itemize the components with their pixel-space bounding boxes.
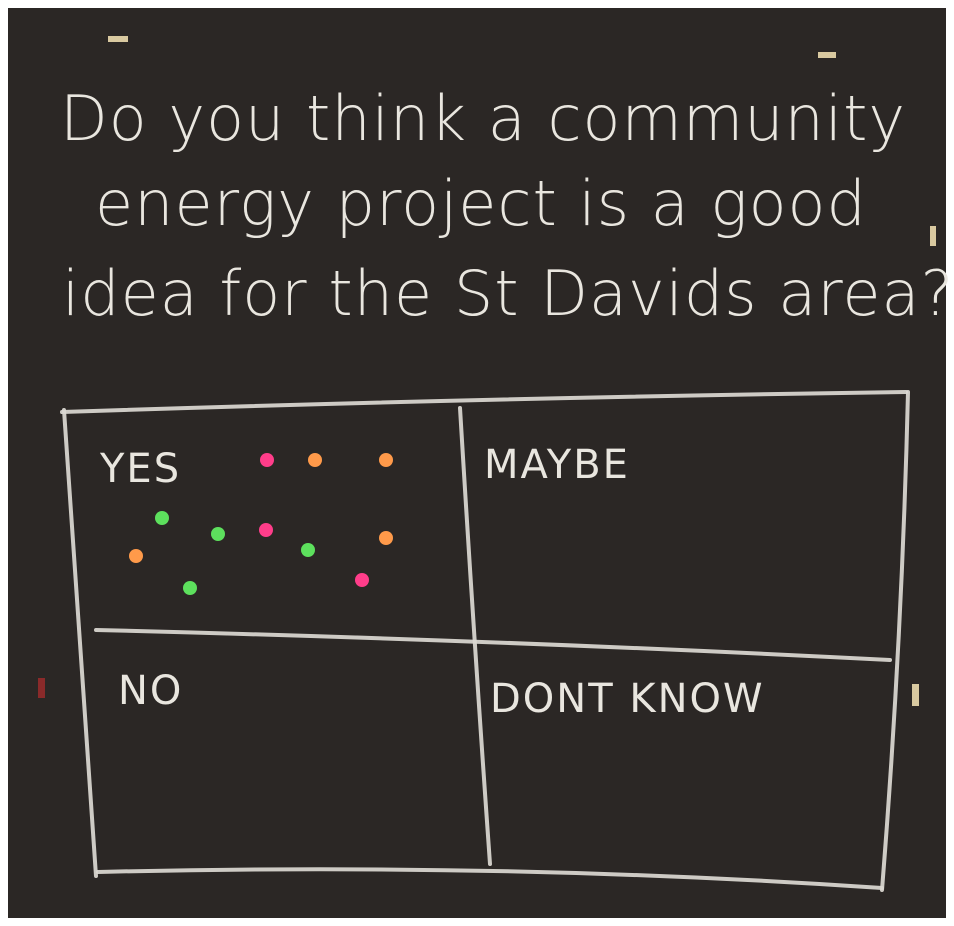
page: Do you think a community energy project … (0, 0, 954, 926)
sticker (379, 531, 393, 545)
cell-label: NO (118, 668, 183, 714)
pin (930, 226, 936, 246)
question-line: Do you think a community (60, 82, 906, 155)
cell-label: MAYBE (484, 442, 630, 488)
question-line: energy project is a good (95, 167, 867, 240)
sticker (260, 453, 274, 467)
cell-label: DONT KNOW (490, 676, 765, 722)
pin (38, 678, 45, 698)
pin (818, 52, 836, 58)
pin (108, 36, 128, 42)
sticker (211, 527, 225, 541)
question-line: idea for the St Davids area? (62, 257, 954, 330)
sticker (155, 511, 169, 525)
sticker (301, 543, 315, 557)
pin (912, 684, 919, 706)
sticker (308, 453, 322, 467)
sticker (183, 581, 197, 595)
cell-label: YES (99, 446, 181, 492)
sticker (379, 453, 393, 467)
sticker (129, 549, 143, 563)
sticker (259, 523, 273, 537)
sticker (355, 573, 369, 587)
photo: Do you think a community energy project … (0, 0, 954, 926)
